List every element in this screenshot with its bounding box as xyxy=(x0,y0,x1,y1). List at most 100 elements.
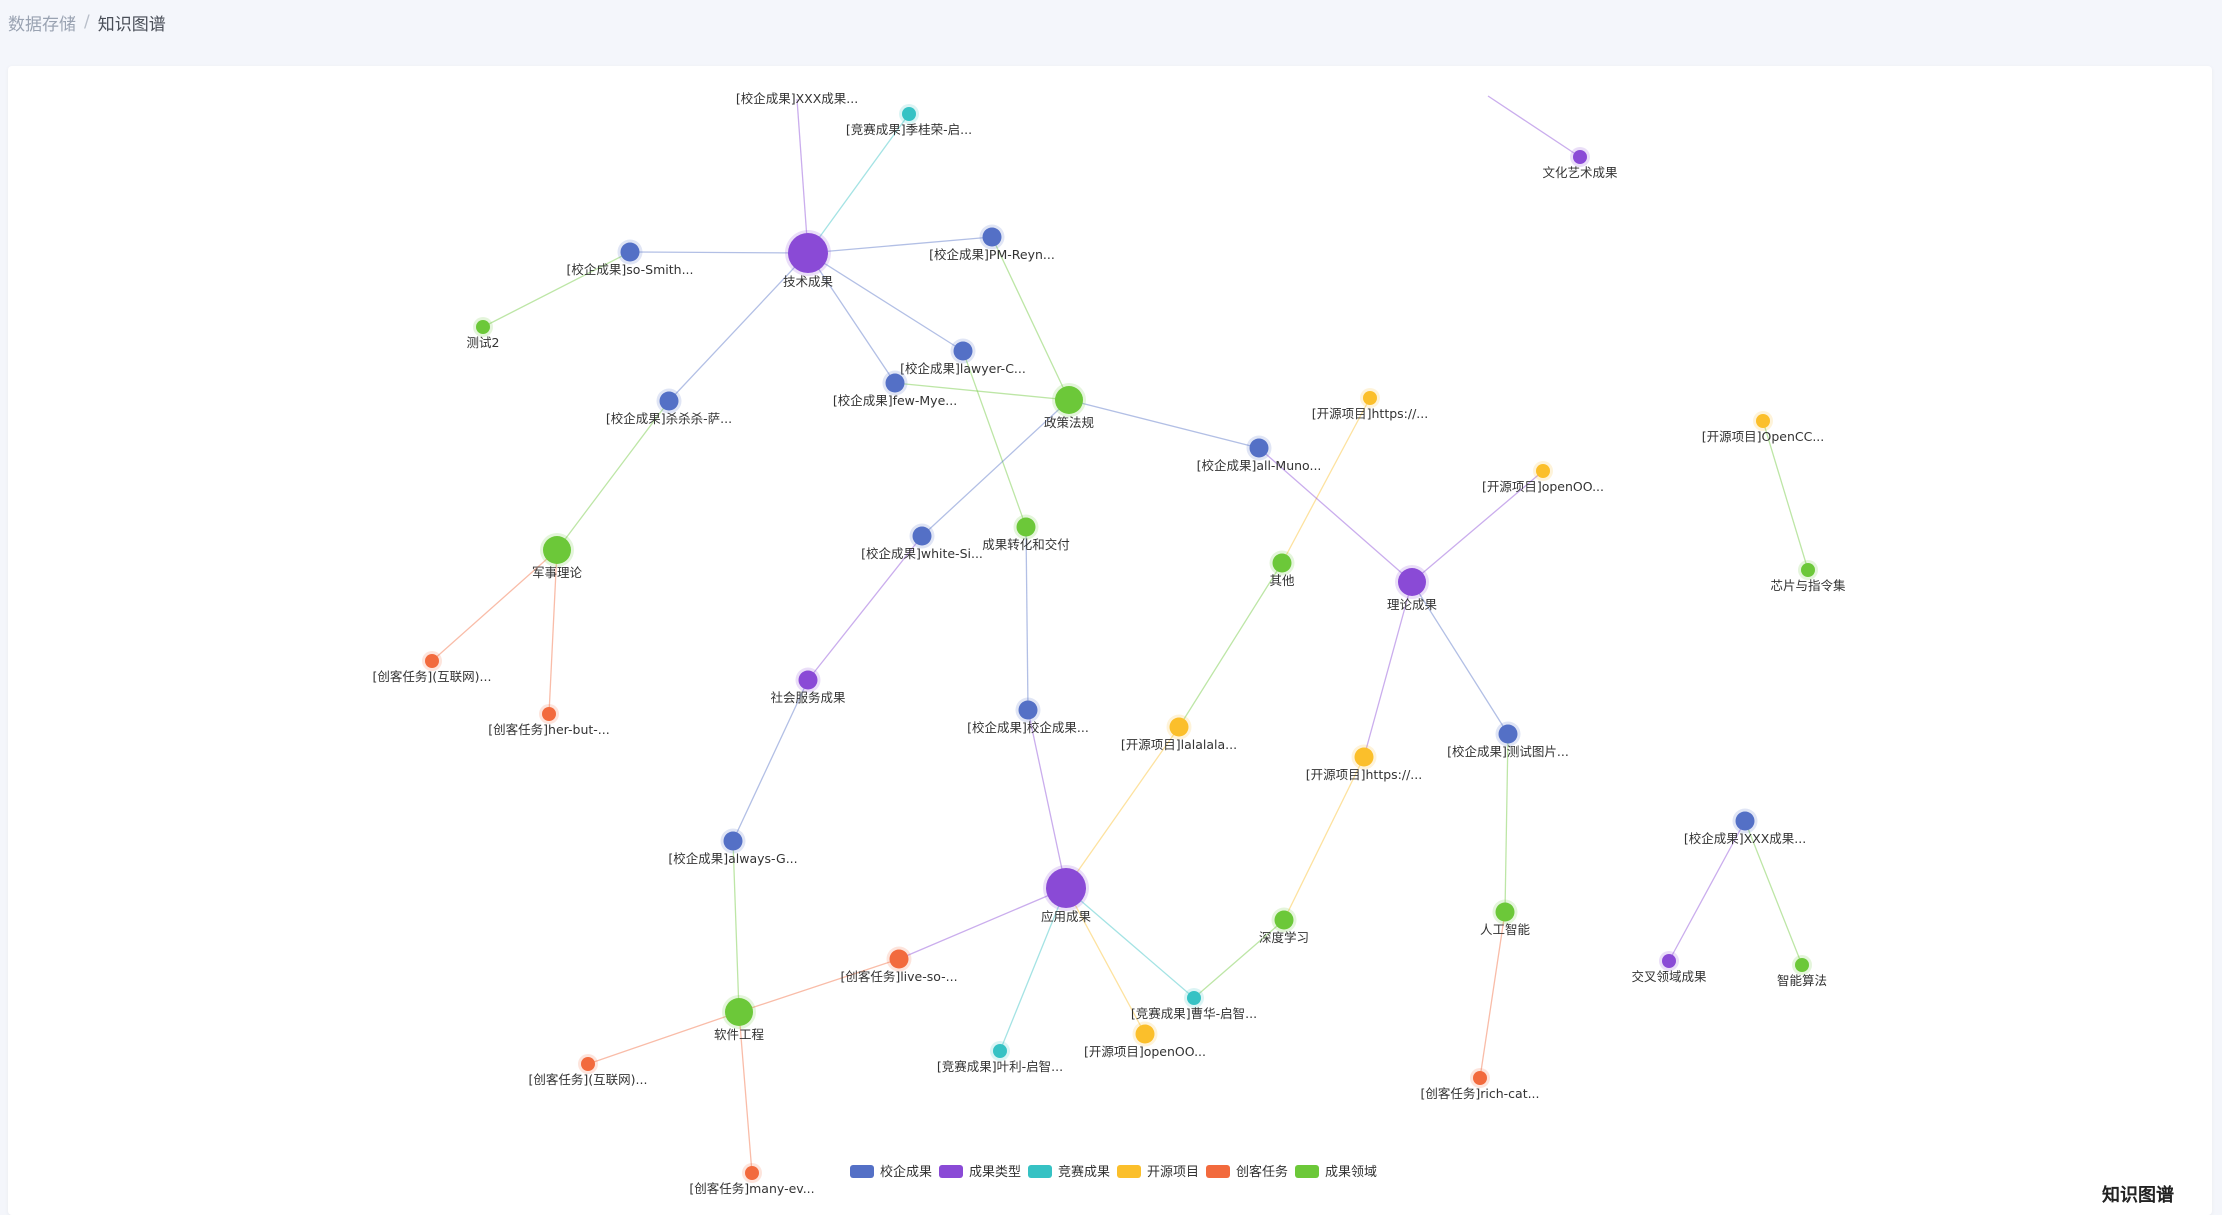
graph-node[interactable]: 政策法规 xyxy=(1044,383,1094,430)
graph-node[interactable]: [校企成果]测试图片... xyxy=(1447,721,1569,760)
graph-node[interactable]: [创客任务]rich-cat... xyxy=(1420,1068,1540,1101)
graph-node-dot[interactable] xyxy=(1016,517,1036,537)
legend-label: 成果类型 xyxy=(969,1165,1021,1180)
graph-node-dot[interactable] xyxy=(1473,1071,1487,1085)
graph-node-dot[interactable] xyxy=(1363,391,1377,405)
graph-node-dot[interactable] xyxy=(1756,414,1770,428)
graph-node[interactable]: 智能算法 xyxy=(1777,955,1827,988)
graph-node-dot[interactable] xyxy=(1187,991,1201,1005)
graph-node[interactable]: [开源项目]openOO... xyxy=(1482,461,1604,494)
breadcrumb-parent-link[interactable]: 数据存储 xyxy=(8,14,76,35)
graph-node[interactable]: [校企成果]white-Si... xyxy=(861,523,983,562)
graph-node[interactable]: [校企成果]always-G... xyxy=(668,828,798,867)
graph-node-dot[interactable] xyxy=(425,654,439,668)
graph-node[interactable]: [创客任务](互联网)... xyxy=(373,651,492,684)
graph-node-dot[interactable] xyxy=(1662,954,1676,968)
graph-node[interactable]: 软件工程 xyxy=(714,995,765,1042)
graph-node[interactable]: [校企成果]few-Mye... xyxy=(833,370,957,409)
graph-node[interactable]: [校企成果]lawyer-C... xyxy=(900,338,1026,377)
graph-node-dot[interactable] xyxy=(1135,1024,1155,1044)
graph-node-dot[interactable] xyxy=(1055,386,1083,414)
graph-node-dot[interactable] xyxy=(953,341,973,361)
graph-node[interactable]: [校企成果]杀杀杀-萨... xyxy=(606,388,732,427)
graph-node-dot[interactable] xyxy=(725,998,753,1026)
graph-node-dot[interactable] xyxy=(1169,717,1189,737)
graph-node-dot[interactable] xyxy=(723,831,743,851)
graph-node[interactable]: [开源项目]lalalala... xyxy=(1121,714,1237,753)
graph-node-dot[interactable] xyxy=(993,1044,1007,1058)
graph-link xyxy=(807,252,964,352)
graph-node[interactable]: 芯片与指令集 xyxy=(1770,560,1846,593)
graph-node-dot[interactable] xyxy=(1573,150,1587,164)
graph-node-dot[interactable] xyxy=(1272,553,1292,573)
legend-item[interactable]: 成果类型 xyxy=(939,1165,1021,1180)
legend-item[interactable]: 校企成果 xyxy=(850,1164,932,1180)
graph-node-dot[interactable] xyxy=(1536,464,1550,478)
graph-node-dot[interactable] xyxy=(912,526,932,546)
graph-node-dot[interactable] xyxy=(788,233,828,273)
graph-node[interactable]: [校企成果]all-Muno... xyxy=(1197,435,1322,474)
graph-node[interactable]: 交叉领域成果 xyxy=(1631,951,1707,984)
graph-node[interactable]: 人工智能 xyxy=(1480,899,1531,938)
graph-node-dot[interactable] xyxy=(1498,724,1518,744)
graph-node-dot[interactable] xyxy=(1354,747,1374,767)
graph-node[interactable]: [开源项目]openOO... xyxy=(1084,1021,1206,1060)
graph-node-dot[interactable] xyxy=(889,949,909,969)
graph-node[interactable]: [校企成果]XXX成果... xyxy=(736,91,858,106)
graph-node[interactable]: [校企成果]so-Smith... xyxy=(567,239,694,278)
graph-node[interactable]: 技术成果 xyxy=(783,230,834,289)
graph-node-dot[interactable] xyxy=(1795,958,1809,972)
graph-node[interactable]: [校企成果]校企成果... xyxy=(967,697,1089,736)
graph-node-dot[interactable] xyxy=(1274,910,1294,930)
graph-node[interactable]: [竞赛成果]季桂荣-启... xyxy=(846,104,972,137)
knowledge-graph-canvas[interactable]: 技术成果 [校企成果]XXX成果... [竞赛成果]季桂荣-启... [校企成果]so… xyxy=(8,66,2212,1215)
graph-node[interactable]: [竞赛成果]叶利-启智... xyxy=(937,1041,1063,1074)
graph-node[interactable]: 文化艺术成果 xyxy=(1542,147,1618,180)
graph-node-label: [竞赛成果]季桂荣-启... xyxy=(846,122,972,137)
graph-node[interactable]: [开源项目]https://... xyxy=(1306,744,1422,783)
legend-item[interactable]: 开源项目 xyxy=(1117,1165,1199,1180)
graph-node-dot[interactable] xyxy=(543,536,571,564)
graph-node-dot[interactable] xyxy=(982,227,1002,247)
graph-node-dot[interactable] xyxy=(1018,700,1038,720)
graph-node[interactable]: 应用成果 xyxy=(1041,865,1092,924)
graph-node-dot[interactable] xyxy=(745,1166,759,1180)
graph-node-dot[interactable] xyxy=(1801,563,1815,577)
graph-node[interactable]: 测试2 xyxy=(467,317,500,350)
graph-node[interactable]: 社会服务成果 xyxy=(770,667,846,706)
graph-node[interactable]: [开源项目]OpenCC... xyxy=(1702,411,1825,444)
graph-node[interactable]: [创客任务]live-so-... xyxy=(840,946,958,985)
graph-node-dot[interactable] xyxy=(902,107,916,121)
legend-item[interactable]: 竞赛成果 xyxy=(1028,1164,1110,1180)
graph-node[interactable]: [创客任务]many-ev... xyxy=(689,1163,815,1196)
graph-node[interactable]: [校企成果]PM-Reyn... xyxy=(929,224,1055,263)
graph-node-dot[interactable] xyxy=(659,391,679,411)
graph-node-dot[interactable] xyxy=(476,320,490,334)
graph-node[interactable]: 成果转化和交付 xyxy=(982,514,1070,553)
graph-node-dot[interactable] xyxy=(581,1057,595,1071)
graph-node-dot[interactable] xyxy=(1249,438,1269,458)
graph-node[interactable]: 理论成果 xyxy=(1387,565,1438,612)
graph-node[interactable]: 其他 xyxy=(1269,550,1295,589)
graph-node-dot[interactable] xyxy=(1398,568,1426,596)
graph-link xyxy=(1744,820,1803,966)
graph-node[interactable]: [开源项目]https://... xyxy=(1312,388,1428,421)
graph-node[interactable]: 军事理论 xyxy=(532,533,583,580)
graph-node-dot[interactable] xyxy=(620,242,640,262)
graph-node-dot[interactable] xyxy=(1046,868,1086,908)
graph-node-dot[interactable] xyxy=(1735,811,1755,831)
legend-item[interactable]: 成果领域 xyxy=(1295,1165,1377,1180)
graph-node[interactable]: 深度学习 xyxy=(1259,907,1309,946)
graph-node-dot[interactable] xyxy=(798,670,818,690)
graph-node-dot[interactable] xyxy=(885,373,905,393)
graph-link xyxy=(1068,399,1260,449)
legend-item[interactable]: 创客任务 xyxy=(1206,1164,1288,1180)
graph-node[interactable]: [创客任务](互联网)... xyxy=(529,1054,648,1087)
graph-node-dot[interactable] xyxy=(542,707,556,721)
graph-node[interactable]: [竞赛成果]曹华-启智... xyxy=(1131,988,1257,1021)
graph-node[interactable]: [校企成果]XXX成果... xyxy=(1684,808,1806,847)
graph-node-dot[interactable] xyxy=(1495,902,1515,922)
graph-node-label: [创客任务]many-ev... xyxy=(689,1181,814,1196)
graph-node[interactable]: [创客任务]her-but-... xyxy=(488,704,610,737)
legend-swatch xyxy=(850,1165,874,1178)
